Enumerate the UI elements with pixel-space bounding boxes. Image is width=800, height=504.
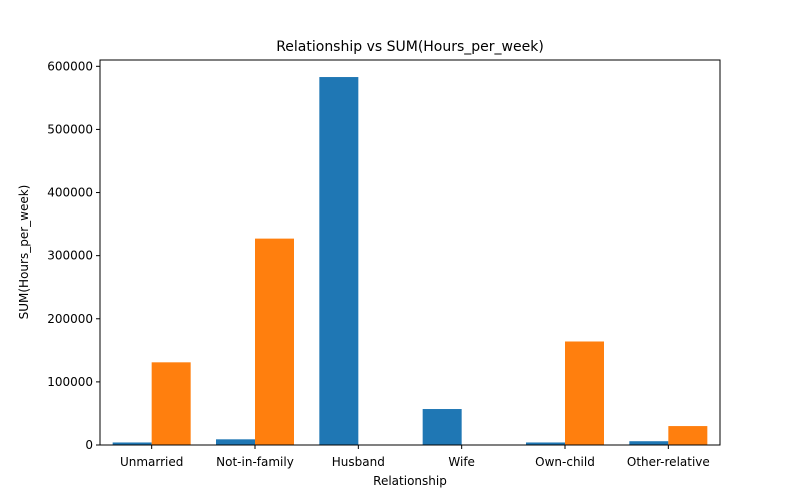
y-tick-label: 0 [85,438,93,452]
bar-other-relative-series-1 [629,441,669,445]
x-tick-label: Not-in-family [216,455,294,469]
y-tick-label: 400000 [47,186,93,200]
x-tick-label: Wife [448,455,475,469]
y-axis-label: SUM(Hours_per_week) [17,185,31,320]
y-tick-label: 200000 [47,312,93,326]
x-tick-label: Other-relative [627,455,710,469]
x-tick-label: Unmarried [120,455,183,469]
x-tick-label: Husband [332,455,385,469]
y-tick-label: 500000 [47,122,93,136]
x-axis-label: Relationship [373,474,447,488]
chart-title: Relationship vs SUM(Hours_per_week) [276,39,544,55]
bars-layer [112,77,708,445]
bar-own-child-series-1 [526,442,565,445]
y-tick-label: 600000 [47,59,93,73]
y-tick-label: 100000 [47,375,93,389]
x-axis: Unmarried Not-in-family Husband Wife Own-chi… [120,445,710,469]
y-tick-label: 300000 [47,249,93,263]
bar-wife-series-1 [422,409,462,445]
bar-not-in-family-series-1 [216,439,255,445]
bar-unmarried-series-2 [151,362,191,445]
bar-unmarried-series-1 [112,442,152,445]
x-tick-label: Own-child [535,455,595,469]
bar-own-child-series-2 [565,341,604,445]
bar-not-in-family-series-2 [255,238,294,445]
bar-husband-series-1 [319,77,359,445]
plot-area-frame [99,59,721,446]
bar-other-relative-series-2 [668,426,708,445]
y-axis: 0 100000 200000 300000 400000 500000 600000 [47,59,100,452]
